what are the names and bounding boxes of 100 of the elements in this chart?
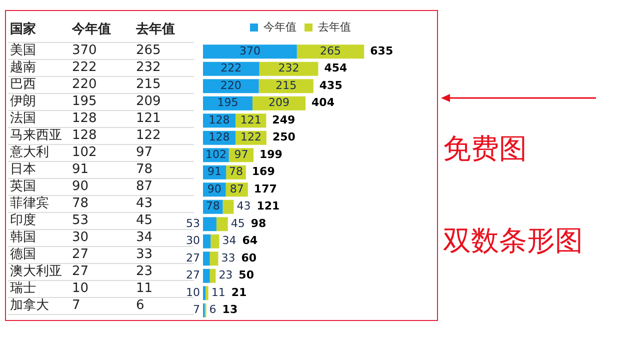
data-label: 97 <box>134 144 194 162</box>
data-label: 33 <box>136 247 153 262</box>
data-label: 10 <box>186 286 200 299</box>
data-label: 265 <box>320 44 342 58</box>
data-label: 122 <box>240 130 262 144</box>
data-label: 215 <box>276 78 297 92</box>
data-label: 6 <box>209 303 216 316</box>
bar <box>216 217 228 232</box>
y-tick-label: 美国 <box>8 42 70 60</box>
data-label: 195 <box>217 96 238 110</box>
y-tick-label: 德国 <box>8 246 70 264</box>
total-label: 250 <box>272 130 296 144</box>
y-tick-label: 马来西亚 <box>8 128 70 144</box>
y-tick-label: 法国 <box>8 110 70 128</box>
total-label: 177 <box>254 182 277 196</box>
data-label: 370 <box>70 42 134 60</box>
data-label: 121 <box>134 110 194 128</box>
data-label: 121 <box>240 113 262 126</box>
y-tick-label: 澳大利亚 <box>8 264 70 280</box>
data-label: 78 <box>70 196 134 212</box>
y-tick-label: 越南 <box>8 60 70 76</box>
data-label: 90 <box>70 178 134 196</box>
total-label: 60 <box>241 251 257 264</box>
data-label: 128 <box>70 128 134 144</box>
bar <box>210 268 216 283</box>
total-label: 21 <box>231 286 247 299</box>
bar <box>258 79 314 94</box>
data-label: 97 <box>234 148 248 161</box>
data-label: 87 <box>230 182 244 196</box>
data-label: 27 <box>70 246 134 264</box>
data-label: 45 <box>230 216 245 230</box>
data-label: 222 <box>220 62 242 75</box>
y-tick-label: 印度 <box>8 212 70 230</box>
bar <box>203 268 210 283</box>
data-label: 34 <box>136 230 153 245</box>
y-tick-label: 伊朗 <box>8 94 70 110</box>
total-label: 199 <box>259 148 282 161</box>
total-label: 404 <box>312 96 335 110</box>
data-label: 122 <box>134 128 194 144</box>
data-label: 27 <box>70 264 134 280</box>
data-label: 195 <box>70 94 134 110</box>
bar <box>203 217 216 232</box>
y-tick-label: 瑞士 <box>8 280 70 298</box>
data-label: 53 <box>186 216 200 230</box>
data-label: 23 <box>136 264 153 279</box>
bar <box>203 44 297 59</box>
data-label: 102 <box>70 144 134 162</box>
y-tick-label: 英国 <box>8 178 70 196</box>
data-label: 232 <box>278 62 300 75</box>
data-label: 30 <box>70 230 134 246</box>
data-label: 11 <box>211 286 226 299</box>
data-label: 27 <box>186 268 200 282</box>
bar <box>206 286 208 300</box>
total-label: 121 <box>256 200 280 213</box>
bar <box>203 252 210 266</box>
data-label: 78 <box>228 165 243 178</box>
bar <box>210 234 220 248</box>
data-label: 34 <box>222 234 236 248</box>
data-label: 370 <box>239 44 260 58</box>
data-label: 53 <box>70 212 134 230</box>
data-label: 128 <box>208 130 230 144</box>
data-label: 91 <box>70 162 134 178</box>
bar <box>203 79 259 94</box>
total-label: 635 <box>370 44 394 58</box>
data-label: 23 <box>218 268 233 282</box>
bar <box>210 252 218 266</box>
data-label: 209 <box>134 94 194 110</box>
data-label: 232 <box>134 60 194 76</box>
data-label: 78 <box>206 200 220 213</box>
total-label: 454 <box>324 62 348 75</box>
data-label: 30 <box>186 234 200 248</box>
y-tick-label: 加拿大 <box>8 298 70 314</box>
bar <box>296 44 364 59</box>
data-label: 90 <box>207 182 222 196</box>
data-label: 128 <box>208 113 230 126</box>
data-label: 78 <box>134 162 194 178</box>
y-axis-title: 国家 <box>8 18 70 42</box>
data-label: 6 <box>134 298 194 314</box>
data-label: 27 <box>186 251 200 264</box>
data-label: 33 <box>221 251 236 264</box>
data-label: 43 <box>134 196 194 212</box>
data-label: 45 <box>136 213 153 228</box>
text: 免费图 <box>443 131 527 167</box>
data-label: 220 <box>220 78 242 92</box>
y-tick-label: 意大利 <box>8 144 70 162</box>
data-label: 209 <box>268 96 290 110</box>
data-label: 222 <box>70 60 134 76</box>
data-label: 102 <box>205 148 226 161</box>
bar <box>203 286 206 300</box>
bar <box>203 62 260 76</box>
total-label: 13 <box>222 303 238 316</box>
data-label: 265 <box>134 42 194 60</box>
data-label: 10 <box>70 280 134 298</box>
y-tick-label: 韩国 <box>8 230 70 246</box>
y-tick-label: 巴西 <box>8 76 70 94</box>
data-label: 7 <box>70 298 134 314</box>
total-label: 98 <box>250 216 266 230</box>
data-label: 11 <box>136 281 153 296</box>
data-label: 91 <box>208 165 222 178</box>
total-label: 169 <box>252 165 275 178</box>
